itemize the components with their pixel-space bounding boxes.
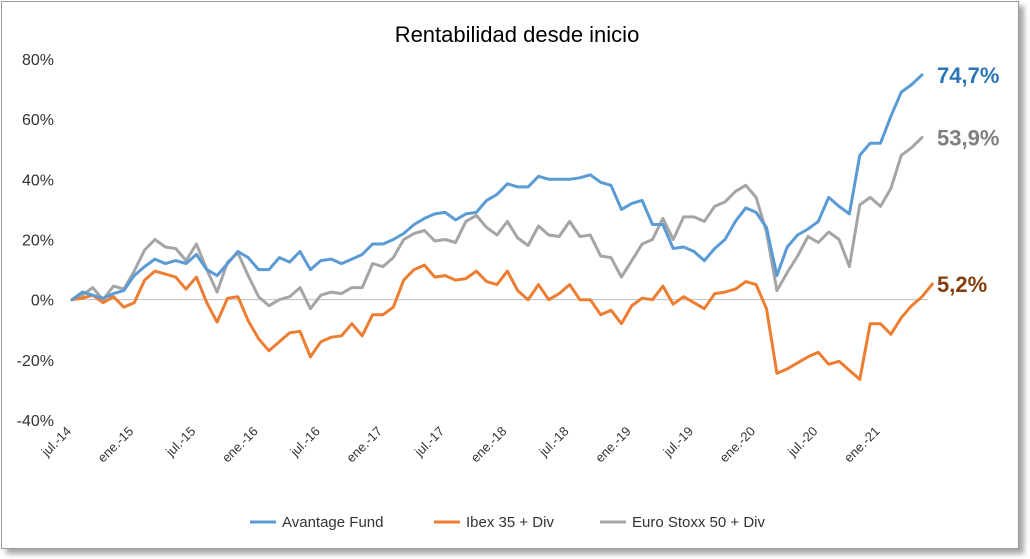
end-labels: 74,7% 5,2% 53,9% bbox=[937, 63, 999, 297]
x-tick-label: jul.-15 bbox=[162, 424, 198, 460]
x-tick-label: jul.-17 bbox=[411, 424, 447, 460]
series-line bbox=[70, 73, 924, 302]
end-value-label: 53,9% bbox=[937, 126, 999, 151]
x-tick-label: ene.-21 bbox=[841, 424, 883, 466]
x-tick-label: ene.-19 bbox=[592, 424, 634, 466]
legend: Avantage Fund Ibex 35 + Div Euro Stoxx 50 … bbox=[250, 514, 765, 531]
legend-label: Avantage Fund bbox=[282, 514, 383, 531]
y-tick-label: -40% bbox=[17, 413, 54, 430]
x-tick-label: ene.-17 bbox=[343, 424, 385, 466]
chart-title: Rentabilidad desde inicio bbox=[395, 22, 640, 47]
plot-area bbox=[70, 73, 934, 381]
y-tick-label: 0% bbox=[31, 293, 54, 310]
x-tick-label: jul.-19 bbox=[660, 424, 696, 460]
x-tick-label: ene.-20 bbox=[716, 424, 758, 466]
x-axis: jul.-14 ene.-15 jul.-15 ene.-16 jul.-16 ene.-… bbox=[38, 299, 928, 466]
y-tick-label: 40% bbox=[22, 172, 54, 189]
x-tick-label: jul.-20 bbox=[784, 424, 820, 460]
y-tick-label: 80% bbox=[22, 52, 54, 69]
series-line bbox=[70, 136, 924, 311]
y-axis: -40% -20% 0% 20% 40% 60% 80% bbox=[17, 52, 54, 430]
x-tick-label: ene.-16 bbox=[219, 424, 261, 466]
y-tick-label: 60% bbox=[22, 112, 54, 129]
legend-label: Euro Stoxx 50 + Div bbox=[632, 514, 765, 531]
line-chart: Rentabilidad desde inicio -40% -20% 0% 20% 4… bbox=[17, 22, 1000, 531]
y-tick-label: -20% bbox=[17, 353, 54, 370]
x-tick-label: ene.-18 bbox=[468, 424, 510, 466]
y-tick-label: 20% bbox=[22, 233, 54, 250]
end-value-label: 74,7% bbox=[937, 63, 999, 88]
x-tick-label: jul.-18 bbox=[535, 424, 571, 460]
x-tick-label: ene.-15 bbox=[95, 424, 137, 466]
series-line bbox=[70, 263, 934, 381]
end-value-label: 5,2% bbox=[937, 272, 987, 297]
x-tick-label: jul.-16 bbox=[287, 424, 323, 460]
legend-label: Ibex 35 + Div bbox=[466, 514, 554, 531]
chart-frame: Rentabilidad desde inicio -40% -20% 0% 20% 4… bbox=[1, 1, 1019, 549]
